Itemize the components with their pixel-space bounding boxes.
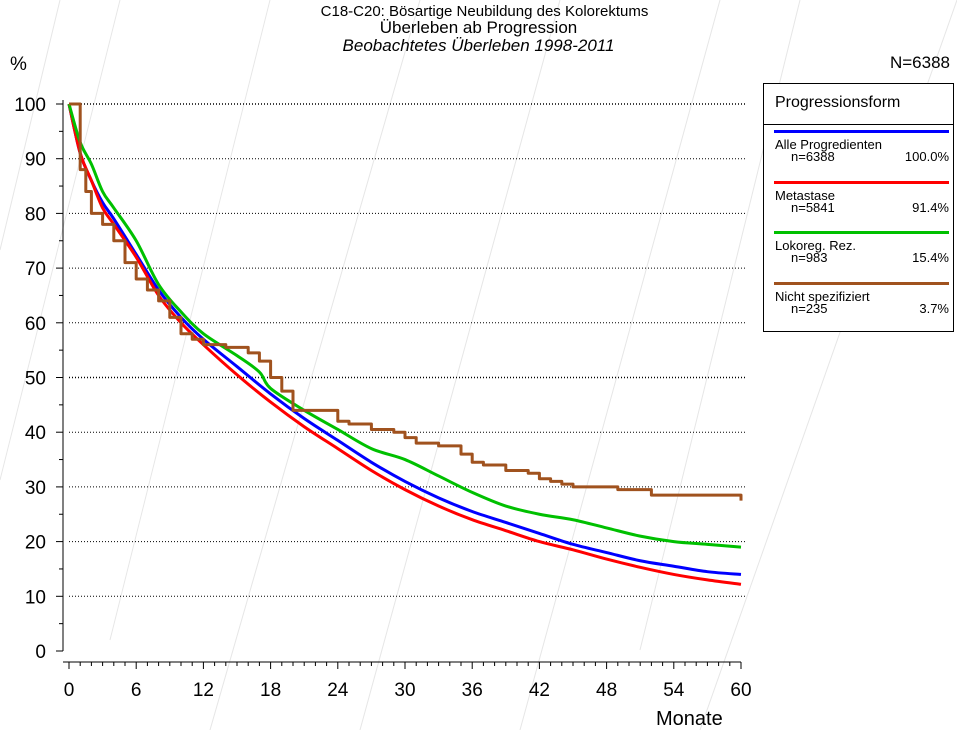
- total-n: N=6388: [889, 53, 950, 72]
- x-tick-label: 60: [730, 680, 751, 701]
- y-tick-label: 100: [14, 95, 46, 116]
- series-line-alle-progredienten: [67, 103, 742, 576]
- x-tick-label: 42: [529, 680, 550, 701]
- y-tick-label: 90: [25, 150, 46, 171]
- legend-percent: 91.4%: [912, 200, 949, 215]
- y-tick-label: 80: [25, 204, 46, 225]
- legend-label: Alle Progredienten: [775, 137, 882, 152]
- y-tick-label: 70: [25, 259, 46, 280]
- x-tick-label: 12: [193, 680, 214, 701]
- legend-count: n=235: [791, 301, 828, 316]
- chart-period: Beobachtetes Überleben 1998-2011: [342, 36, 615, 55]
- y-tick-label: 0: [35, 642, 46, 663]
- chart-title: C18-C20: Bösartige Neubildung des Kolore…: [320, 3, 649, 20]
- grid-lines: [69, 103, 745, 597]
- legend-count: n=5841: [791, 200, 835, 215]
- legend-swatch-lokoreg: [774, 231, 949, 234]
- legend-item-lokoreg: Lokoreg. Rez. n=983 15.4%: [764, 231, 955, 281]
- series-lines: [67, 102, 743, 586]
- legend-swatch-metastase: [774, 181, 949, 184]
- legend-swatch-all: [774, 130, 949, 133]
- x-tick-label: 24: [327, 680, 349, 701]
- series-line-metastase: [67, 103, 742, 586]
- legend-label: Lokoreg. Rez.: [775, 238, 856, 253]
- legend: Progressionsform Alle Progredienten n=63…: [763, 83, 954, 332]
- y-tick-label: 40: [25, 423, 46, 444]
- watermark-stripe: [519, 0, 721, 730]
- series-line-lokoreg-rez: [67, 103, 742, 549]
- y-tick-label: 60: [25, 314, 46, 335]
- legend-percent: 100.0%: [904, 149, 949, 164]
- legend-swatch-nicht-spez: [774, 282, 949, 285]
- y-tick-label: 30: [25, 478, 46, 499]
- watermark-stripe: [209, 0, 421, 730]
- legend-percent: 15.4%: [912, 250, 949, 265]
- legend-title: Progressionsform: [775, 94, 901, 111]
- chart-subtitle: Überleben ab Progression: [379, 18, 578, 37]
- x-tick-label: 18: [260, 680, 281, 701]
- series-line-nicht-spezifiziert: [69, 102, 743, 501]
- legend-count: n=6388: [791, 149, 835, 164]
- legend-percent: 3.7%: [919, 301, 949, 316]
- watermark-stripe: [0, 0, 61, 251]
- x-tick-label: 36: [462, 680, 483, 701]
- legend-item-all: Alle Progredienten n=6388 100.0%: [764, 130, 955, 180]
- y-tick-label: 20: [25, 533, 46, 554]
- legend-divider: [764, 124, 953, 125]
- x-axis-label: Monate: [656, 708, 723, 730]
- y-axis-unit: %: [10, 54, 27, 75]
- legend-label: Metastase: [775, 188, 835, 203]
- legend-label: Nicht spezifiziert: [775, 289, 870, 304]
- x-tick-label: 54: [663, 680, 685, 701]
- axis-ticks: 0 6 12 18 24 30 36 42 48 54 60 0 10 20 30 40 50 60 70 80 90 1…: [14, 95, 751, 701]
- x-tick-label: 48: [596, 680, 617, 701]
- watermark-stripe: [359, 0, 561, 730]
- y-tick-label: 10: [25, 587, 46, 608]
- x-tick-label: 6: [131, 680, 142, 701]
- y-tick-label: 50: [25, 369, 46, 390]
- x-tick-label: 30: [394, 680, 415, 701]
- legend-item-nicht-spez: Nicht spezifiziert n=235 3.7%: [764, 282, 955, 332]
- watermark-stripe: [0, 0, 121, 481]
- legend-count: n=983: [791, 250, 828, 265]
- axes: [62, 100, 741, 663]
- x-tick-label: 0: [64, 680, 75, 701]
- legend-item-metastase: Metastase n=5841 91.4%: [764, 181, 955, 231]
